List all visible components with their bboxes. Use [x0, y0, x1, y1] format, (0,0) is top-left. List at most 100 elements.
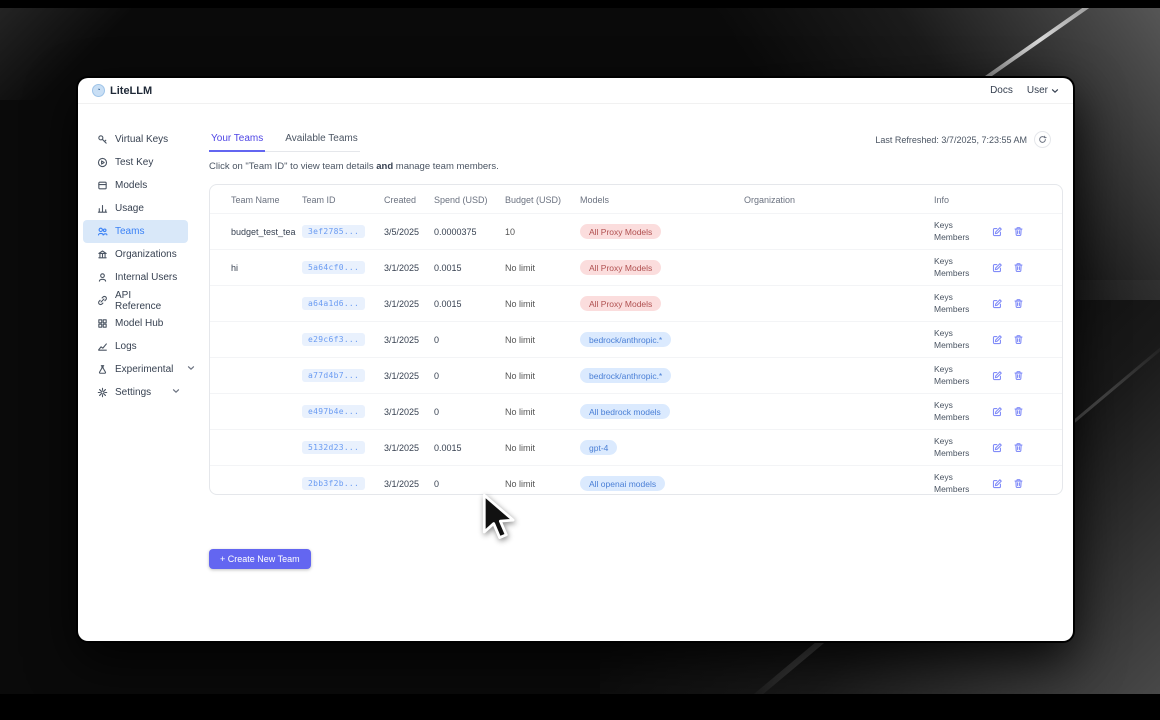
- edit-icon[interactable]: [992, 442, 1003, 453]
- col-created: Created: [384, 195, 417, 205]
- edit-icon[interactable]: [992, 262, 1003, 273]
- col-organization: Organization: [744, 195, 796, 205]
- cell-spend: 0: [428, 357, 499, 394]
- team-id-link[interactable]: 5132d23...: [302, 441, 366, 454]
- table-row: e497b4e... 3/1/2025 0 No limit All bedro…: [210, 393, 1062, 430]
- delete-icon[interactable]: [1013, 406, 1024, 417]
- cell-actions: [986, 321, 1062, 358]
- cell-actions: [986, 249, 1062, 286]
- edit-icon[interactable]: [992, 478, 1003, 489]
- sidebar-item-organizations[interactable]: Organizations: [83, 243, 188, 266]
- cell-models: bedrock/anthropic.*: [574, 357, 738, 394]
- tab-available-teams[interactable]: Available Teams: [285, 133, 358, 144]
- cell-team-id: a64a1d6...: [296, 285, 378, 322]
- team-id-link[interactable]: a77d4b7...: [302, 369, 366, 382]
- sidebar-item-experimental[interactable]: Experimental: [83, 358, 195, 381]
- models-badge: All Proxy Models: [580, 296, 662, 311]
- brand-name: LiteLLM: [110, 84, 153, 97]
- cell-models: All bedrock models: [574, 393, 738, 430]
- sidebar-item-virtual-keys[interactable]: Virtual Keys: [83, 128, 188, 151]
- user-menu-label: User: [1026, 85, 1048, 96]
- cell-info: Keys Members: [928, 321, 986, 358]
- cell-spend: 0: [428, 393, 499, 430]
- delete-icon[interactable]: [1013, 334, 1024, 345]
- cell-models: All openai models: [574, 465, 738, 494]
- delete-icon[interactable]: [1013, 370, 1024, 381]
- sidebar-item-label: Internal Users: [115, 272, 178, 283]
- col-actions: [986, 185, 1062, 214]
- col-models: Models: [580, 195, 610, 205]
- grid-icon: [98, 319, 107, 328]
- edit-icon[interactable]: [992, 226, 1003, 237]
- cell-info: Keys Members: [928, 285, 986, 322]
- user-menu[interactable]: User: [1027, 85, 1059, 96]
- cell-team-name: [210, 357, 296, 394]
- delete-icon[interactable]: [1013, 442, 1024, 453]
- cell-created: 3/1/2025: [378, 249, 428, 286]
- app-window: LiteLLM Docs User Virtual Keys Test Key: [78, 78, 1073, 641]
- cell-budget: No limit: [499, 357, 574, 394]
- sidebar-item-internal-users[interactable]: Internal Users: [83, 266, 188, 289]
- sidebar-item-label: Organizations: [115, 249, 177, 260]
- models-badge: bedrock/anthropic.*: [580, 332, 672, 347]
- cell-info: Keys Members: [928, 393, 986, 430]
- cell-team-name: [210, 321, 296, 358]
- cell-team-name: hi: [210, 249, 296, 286]
- team-id-link[interactable]: e29c6f3...: [302, 333, 366, 346]
- sidebar-item-model-hub[interactable]: Model Hub: [83, 312, 188, 335]
- team-id-link[interactable]: 3ef2785...: [302, 225, 366, 238]
- sidebar-item-logs[interactable]: Logs: [83, 335, 188, 358]
- cell-models: All Proxy Models: [574, 249, 738, 286]
- team-id-link[interactable]: e497b4e...: [302, 405, 366, 418]
- sidebar-item-teams[interactable]: Teams: [83, 220, 188, 243]
- sidebar-item-label: Virtual Keys: [115, 134, 169, 145]
- cell-team-name: [210, 465, 296, 494]
- brand: LiteLLM: [92, 84, 152, 97]
- table-row: budget_test_team 3ef2785... 3/5/2025 0.0…: [210, 213, 1062, 250]
- subtitle-bold: and: [376, 161, 394, 172]
- cell-actions: [986, 465, 1062, 494]
- cell-team-name: [210, 429, 296, 466]
- col-budget: Budget (USD): [505, 195, 562, 205]
- team-id-link[interactable]: 2bb3f2b...: [302, 477, 366, 491]
- flask-icon: [98, 365, 107, 374]
- col-team-name: Team Name: [231, 195, 280, 205]
- sidebar-item-label: Experimental: [115, 364, 174, 375]
- cell-team-name: [210, 285, 296, 322]
- sidebar-item-usage[interactable]: Usage: [83, 197, 188, 220]
- refresh-button[interactable]: [1034, 131, 1051, 148]
- sidebar-item-test-key[interactable]: Test Key: [83, 151, 188, 174]
- edit-icon[interactable]: [992, 298, 1003, 309]
- edit-icon[interactable]: [992, 370, 1003, 381]
- cell-actions: [986, 357, 1062, 394]
- cell-budget: No limit: [499, 321, 574, 358]
- table-row: 2bb3f2b... 3/1/2025 0 No limit All opena…: [210, 465, 1062, 494]
- tab-your-teams[interactable]: Your Teams: [209, 131, 266, 152]
- cell-team-id: 2bb3f2b...: [296, 465, 378, 494]
- sidebar-item-settings[interactable]: Settings: [83, 381, 188, 404]
- delete-icon[interactable]: [1013, 298, 1024, 309]
- cell-models: bedrock/anthropic.*: [574, 321, 738, 358]
- cell-team-id: 5132d23...: [296, 429, 378, 466]
- delete-icon[interactable]: [1013, 226, 1024, 237]
- cell-budget: No limit: [499, 285, 574, 322]
- sidebar-item-api-reference[interactable]: API Reference: [83, 289, 188, 312]
- cell-spend: 0.0015: [428, 249, 499, 286]
- sidebar-item-label: Settings: [115, 387, 152, 398]
- teams-table-card: Team Name Team ID Created Spend (USD) Bu…: [209, 184, 1063, 495]
- team-id-link[interactable]: a64a1d6...: [302, 297, 366, 310]
- models-badge: All Proxy Models: [580, 260, 662, 275]
- edit-icon[interactable]: [992, 406, 1003, 417]
- delete-icon[interactable]: [1013, 262, 1024, 273]
- cell-info: Keys Members: [928, 465, 986, 494]
- docs-link[interactable]: Docs: [990, 85, 1013, 96]
- create-new-team-button[interactable]: + Create New Team: [209, 549, 311, 569]
- team-id-link[interactable]: 5a64cf0...: [302, 261, 366, 274]
- edit-icon[interactable]: [992, 334, 1003, 345]
- delete-icon[interactable]: [1013, 478, 1024, 489]
- models-badge: All bedrock models: [580, 404, 670, 419]
- cell-actions: [986, 393, 1062, 430]
- sidebar-item-label: Teams: [115, 226, 145, 237]
- sidebar-item-models[interactable]: Models: [83, 174, 188, 197]
- col-info: Info: [934, 195, 950, 205]
